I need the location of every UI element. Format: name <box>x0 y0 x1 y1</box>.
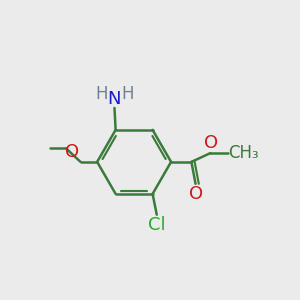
Text: CH₃: CH₃ <box>228 144 259 162</box>
Text: O: O <box>189 185 203 203</box>
Text: H: H <box>121 85 134 103</box>
Text: N: N <box>108 90 121 108</box>
Text: O: O <box>204 134 218 152</box>
Text: Cl: Cl <box>148 216 166 234</box>
Text: O: O <box>65 143 80 161</box>
Text: H: H <box>95 85 108 103</box>
